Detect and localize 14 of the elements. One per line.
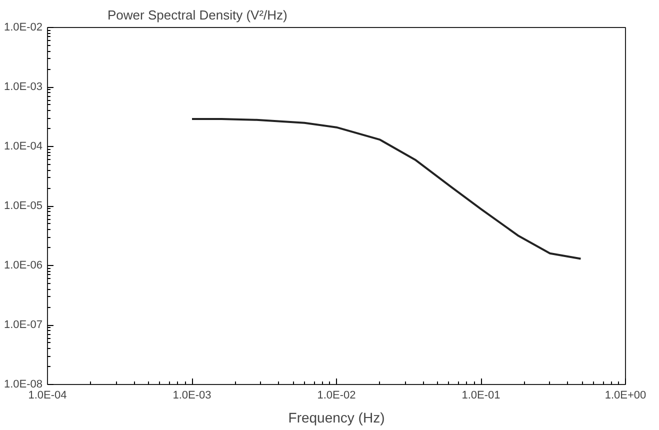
x-tick-label: 1.0E-04 xyxy=(28,390,67,402)
chart-title: Power Spectral Density (V²/Hz) xyxy=(108,8,288,22)
x-tick-label: 1.0E+00 xyxy=(604,390,646,402)
x-tick-label: 1.0E-02 xyxy=(317,390,356,402)
y-tick-label: 1.0E-06 xyxy=(4,260,43,272)
y-tick-label: 1.0E-07 xyxy=(4,319,43,331)
y-tick-label: 1.0E-05 xyxy=(4,200,43,212)
y-tick-label: 1.0E-02 xyxy=(4,22,43,34)
y-tick-label: 1.0E-03 xyxy=(4,81,43,93)
y-tick-label: 1.0E-04 xyxy=(4,140,43,152)
x-axis-title: Frequency (Hz) xyxy=(288,410,385,426)
x-tick-label: 1.0E-01 xyxy=(462,390,500,402)
x-tick-label: 1.0E-03 xyxy=(172,390,212,402)
y-tick-label: 1.0E-08 xyxy=(4,378,43,390)
